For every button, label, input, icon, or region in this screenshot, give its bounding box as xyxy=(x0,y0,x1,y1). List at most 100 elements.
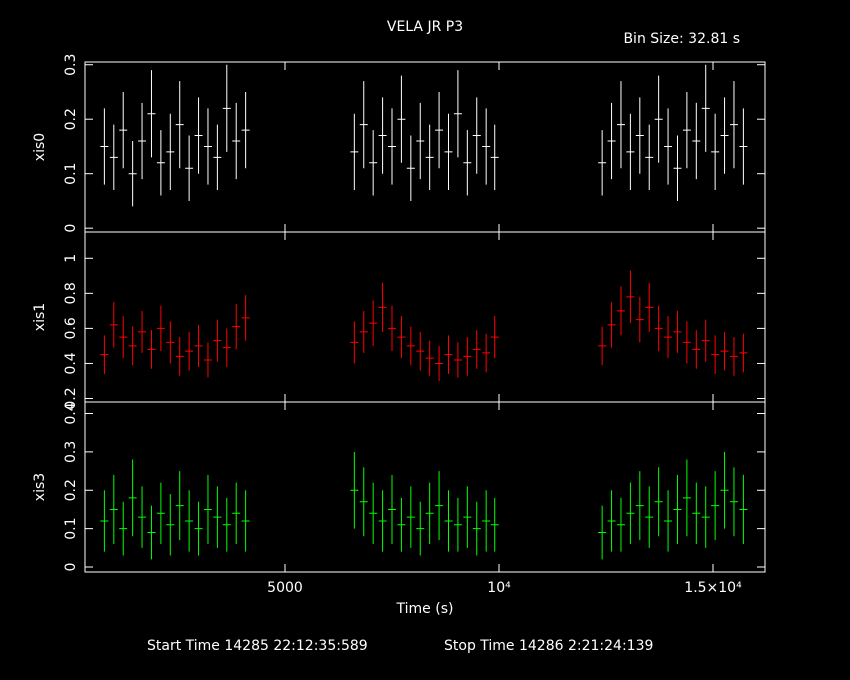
error-bar xyxy=(664,316,673,359)
y-tick-label: 0 xyxy=(63,224,79,233)
error-bar xyxy=(444,113,453,191)
error-bar xyxy=(203,108,212,185)
y-tick-label: 0.8 xyxy=(63,282,79,304)
error-bar xyxy=(490,316,499,359)
y-tick-label: 0.2 xyxy=(63,387,79,409)
error-bar xyxy=(406,486,415,548)
error-bar xyxy=(213,486,222,548)
error-bar xyxy=(482,490,491,552)
y-tick-label: 1 xyxy=(63,254,79,263)
error-bar xyxy=(673,135,682,201)
error-bar xyxy=(444,335,453,374)
error-bar xyxy=(444,490,453,552)
error-bar xyxy=(711,113,720,191)
error-bar xyxy=(435,91,444,169)
plot-frame xyxy=(84,401,766,573)
error-bar xyxy=(729,337,738,376)
error-bar xyxy=(100,335,109,374)
error-bar xyxy=(482,108,491,185)
error-bar xyxy=(119,501,128,556)
error-bar xyxy=(645,486,654,548)
error-bar xyxy=(701,486,710,548)
error-bar xyxy=(406,326,415,366)
y-tick-label: 0.4 xyxy=(63,402,79,424)
error-bar xyxy=(654,305,663,352)
error-bar xyxy=(388,108,397,185)
error-bar xyxy=(720,331,729,371)
x-tick-label: 1.5×10⁴ xyxy=(684,580,742,596)
error-bar xyxy=(128,141,137,207)
error-bar xyxy=(222,497,231,552)
error-bar xyxy=(369,300,378,346)
error-bar xyxy=(109,124,118,191)
error-bar xyxy=(729,467,738,537)
error-bar xyxy=(203,342,212,378)
error-bar xyxy=(616,286,625,336)
error-bar xyxy=(673,474,682,544)
y-tick-label: 0.6 xyxy=(63,317,79,339)
error-bar xyxy=(729,81,738,169)
plot-frame xyxy=(84,231,766,403)
error-bar xyxy=(645,282,654,332)
error-bar xyxy=(416,102,425,180)
error-bar xyxy=(138,486,147,548)
chart-title: VELA JR P3 xyxy=(387,19,463,35)
error-bar xyxy=(119,91,128,169)
error-bar xyxy=(406,135,415,201)
error-bar xyxy=(490,124,499,191)
error-bar xyxy=(453,70,462,158)
error-bar xyxy=(616,497,625,552)
error-bar xyxy=(100,490,109,552)
error-bar xyxy=(185,331,194,371)
error-bar xyxy=(194,97,203,174)
error-bar xyxy=(626,482,635,544)
error-bar xyxy=(156,130,165,196)
error-bar xyxy=(350,113,359,191)
error-bar xyxy=(138,102,147,180)
error-bar xyxy=(397,75,406,163)
error-bar xyxy=(185,135,194,201)
error-bar xyxy=(635,97,644,174)
error-bar xyxy=(109,302,118,348)
y-axis-label: xis3 xyxy=(32,473,48,501)
error-bar xyxy=(472,97,481,174)
error-bar xyxy=(739,474,748,544)
error-bar xyxy=(369,130,378,196)
error-bar xyxy=(720,97,729,174)
error-bar xyxy=(711,335,720,374)
error-bar xyxy=(185,490,194,552)
error-bar xyxy=(435,471,444,541)
error-bar xyxy=(635,471,644,541)
error-bar xyxy=(175,81,184,169)
error-bar xyxy=(711,471,720,541)
error-bar xyxy=(100,108,109,185)
y-tick-label: 0.1 xyxy=(63,518,79,540)
error-bar xyxy=(616,81,625,169)
error-bar xyxy=(175,471,184,541)
x-axis-label: Time (s) xyxy=(396,601,454,617)
y-tick-label: 0.1 xyxy=(63,163,79,185)
start-time: Start Time 14285 22:12:35:589 xyxy=(147,638,368,654)
error-bar xyxy=(701,319,710,362)
error-bar xyxy=(692,482,701,544)
error-bar xyxy=(490,497,499,552)
error-bar xyxy=(607,490,616,552)
error-bar xyxy=(635,296,644,343)
error-bar xyxy=(463,130,472,196)
error-bar xyxy=(416,501,425,556)
error-bar xyxy=(682,321,691,364)
error-bar xyxy=(664,108,673,185)
error-bar xyxy=(147,70,156,158)
y-axis-label: xis0 xyxy=(32,133,48,161)
error-bar xyxy=(166,113,175,191)
error-bar xyxy=(598,130,607,196)
y-tick-label: 0.2 xyxy=(63,479,79,501)
error-bar xyxy=(156,305,165,352)
error-bar xyxy=(425,340,434,376)
error-bar xyxy=(654,467,663,537)
error-bar xyxy=(598,505,607,560)
error-bar xyxy=(388,474,397,544)
error-bar xyxy=(397,316,406,359)
